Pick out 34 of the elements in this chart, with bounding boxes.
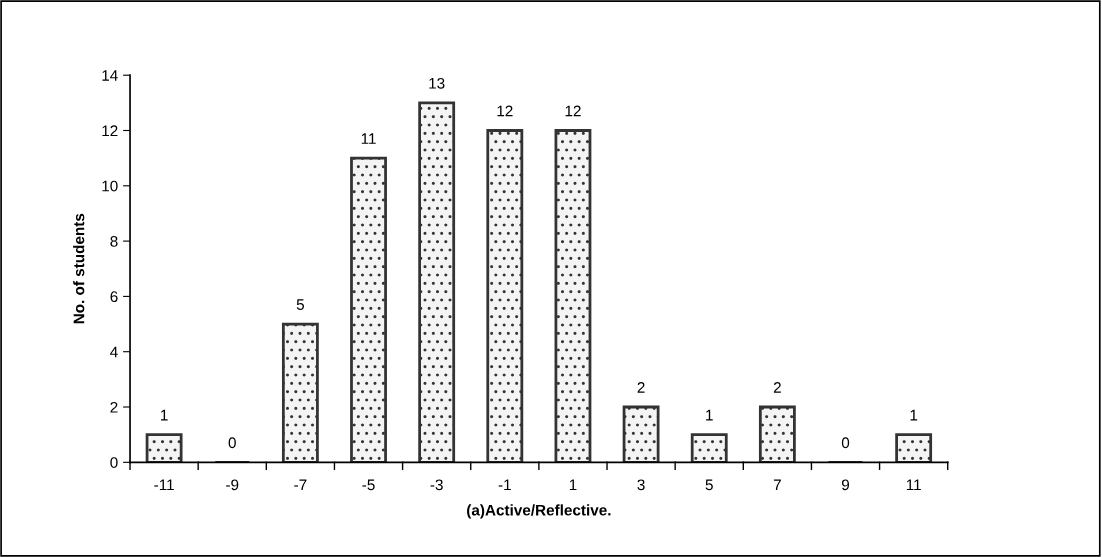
data-label: 0 bbox=[841, 437, 850, 449]
x-axis-title: (a)Active/Reflective. bbox=[467, 504, 611, 519]
y-axis-title: No. of students bbox=[73, 213, 85, 324]
y-tick-label: 14 bbox=[102, 70, 118, 81]
x-tick-label: 3 bbox=[637, 479, 645, 491]
y-tick-label: 2 bbox=[110, 401, 118, 413]
data-label: 5 bbox=[296, 299, 304, 310]
x-tick-label: 11 bbox=[906, 479, 921, 491]
data-label: 1 bbox=[910, 409, 918, 421]
data-label: 11 bbox=[361, 133, 376, 144]
data-label: 12 bbox=[497, 105, 513, 117]
data-label: 1 bbox=[161, 409, 168, 421]
x-tick-label: 5 bbox=[705, 479, 713, 491]
data-label: 2 bbox=[637, 382, 645, 393]
x-tick-label: 7 bbox=[773, 479, 781, 491]
data-label: 12 bbox=[565, 105, 581, 117]
y-tick-label: 8 bbox=[110, 235, 118, 247]
data-label: 2 bbox=[773, 382, 781, 393]
data-label: 13 bbox=[429, 77, 445, 89]
y-tick-label: 4 bbox=[110, 346, 118, 358]
y-tick-label: 6 bbox=[110, 291, 118, 303]
x-tick-label: -5 bbox=[362, 479, 375, 491]
x-tick-label: -11 bbox=[154, 479, 174, 491]
data-label: 0 bbox=[228, 437, 236, 449]
x-tick-label: 1 bbox=[569, 479, 577, 491]
x-tick-label: 9 bbox=[841, 479, 850, 491]
data-label: 1 bbox=[706, 409, 713, 421]
y-tick-label: 12 bbox=[102, 125, 118, 137]
y-tick-label: 10 bbox=[102, 180, 118, 192]
x-tick-label: -1 bbox=[498, 479, 511, 491]
x-tick-label: -3 bbox=[430, 479, 443, 491]
y-tick-label: 0 bbox=[110, 457, 118, 468]
x-tick-label: -9 bbox=[226, 479, 239, 491]
x-tick-label: -7 bbox=[294, 479, 307, 491]
